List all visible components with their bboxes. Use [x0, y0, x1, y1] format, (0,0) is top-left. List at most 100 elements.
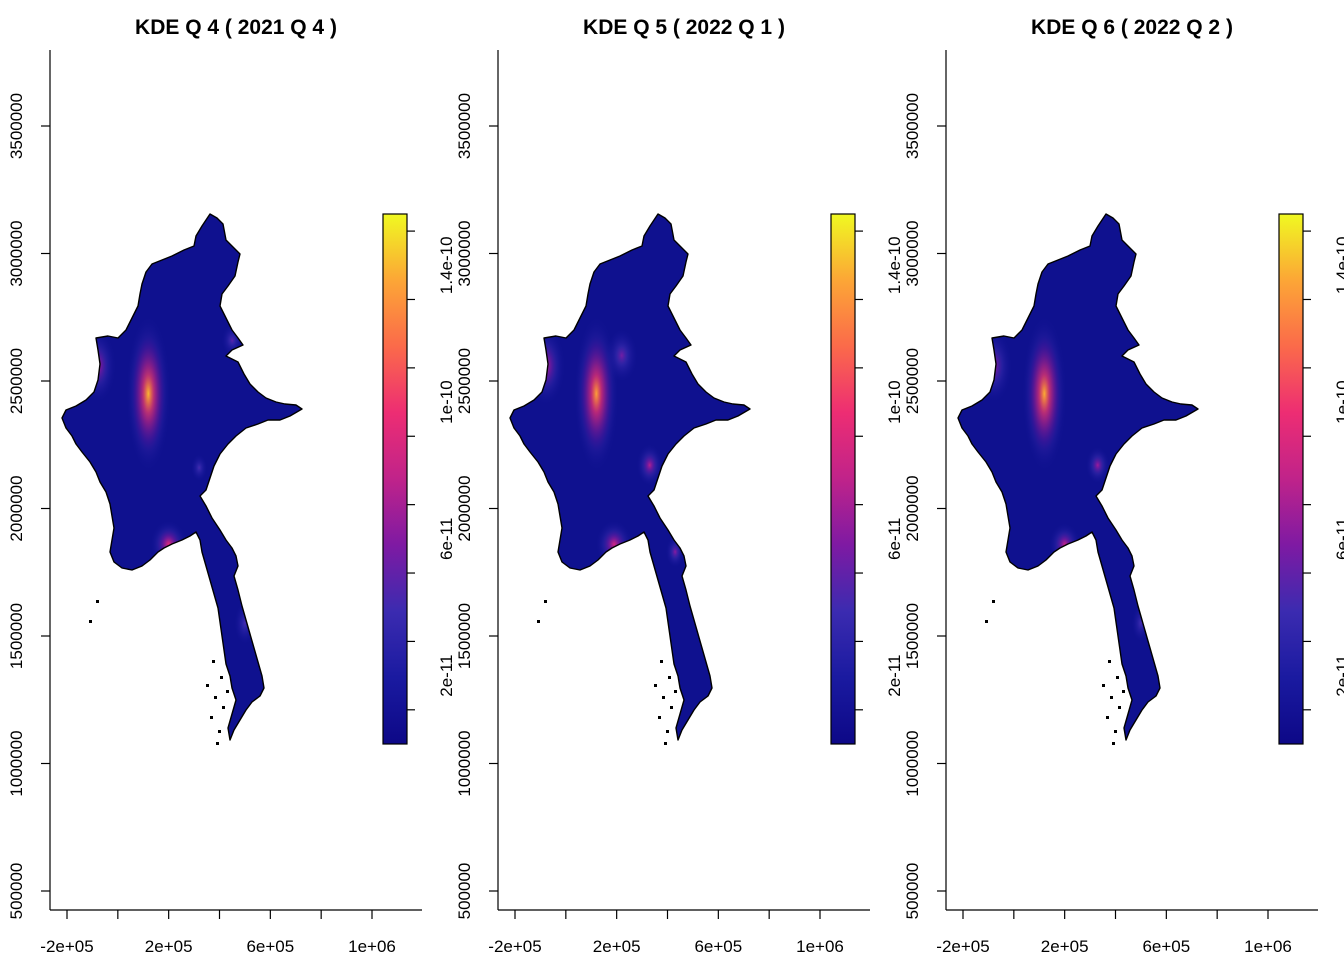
island-mark: [544, 600, 547, 603]
legend-color-bar: [1278, 213, 1304, 745]
y-tick-label: 1000000: [455, 730, 474, 796]
legend-color-bar: [830, 213, 856, 745]
island-mark: [662, 696, 665, 699]
density-hotspot-north-west: [79, 330, 116, 402]
island-mark: [666, 730, 669, 733]
island-mark: [220, 676, 223, 679]
density-hotspot-delta: [150, 521, 187, 568]
map-panel-2: KDE Q 5 ( 2022 Q 1 ) -2e+05 2e+05 6e+05 1e+0…: [455, 16, 904, 956]
y-tick-label: 1500000: [7, 603, 26, 669]
y-tick-label: 1000000: [7, 730, 26, 796]
island-mark: [96, 600, 99, 603]
y-tick-label: 2000000: [455, 475, 474, 541]
density-hotspot-mid: [1086, 447, 1110, 483]
y-tick-label: 500000: [903, 863, 922, 920]
legend-tick-label: 1e-10: [885, 380, 904, 423]
density-hotspot-north-west: [975, 330, 1012, 402]
island-mark: [218, 730, 221, 733]
island-mark: [660, 660, 663, 663]
island-mark: [670, 706, 673, 709]
island-mark: [216, 742, 219, 745]
map-panel-3: KDE Q 6 ( 2022 Q 2 ) -2e+05 2e+05 6e+05 1e+0…: [903, 16, 1344, 956]
y-tick-label: 2500000: [455, 348, 474, 414]
legend-tick-label: 1e-10: [1333, 380, 1344, 423]
y-tick-label: 1500000: [455, 603, 474, 669]
island-mark: [89, 620, 92, 623]
density-background: [62, 214, 302, 740]
density-background: [510, 214, 750, 740]
island-mark: [1122, 690, 1125, 693]
island-mark: [1112, 742, 1115, 745]
legend-color-bar: [382, 213, 408, 745]
x-tick-label: -2e+05: [936, 937, 989, 956]
legend-tick-label: 6e-11: [1333, 518, 1344, 560]
y-tick-label: 3000000: [455, 220, 474, 286]
kde-density-surface: [510, 214, 750, 740]
density-hotspot-mid: [191, 454, 207, 481]
island-mark: [210, 716, 213, 719]
density-hotspot-delta: [1049, 523, 1080, 565]
density-hotspot-mid: [637, 444, 663, 486]
island-mark: [658, 716, 661, 719]
island-mark: [654, 684, 657, 687]
island-mark: [1102, 684, 1105, 687]
panel-title: KDE Q 4 ( 2021 Q 4 ): [135, 16, 337, 39]
island-mark: [1108, 660, 1111, 663]
x-tick-label: -2e+05: [488, 937, 541, 956]
island-mark: [992, 600, 995, 603]
legend-tick-label: 6e-11: [437, 518, 456, 560]
y-tick-label: 500000: [7, 863, 26, 920]
density-hotspot-central: [1022, 317, 1066, 471]
legend-tick-label: 2e-11: [437, 655, 456, 697]
x-tick-label: 6e+05: [694, 937, 742, 956]
legend-tick-label: 6e-11: [885, 518, 904, 560]
y-tick-label: 500000: [455, 863, 474, 920]
density-hotspot-central: [574, 317, 618, 471]
island-mark: [1110, 696, 1113, 699]
y-tick-label: 3500000: [455, 93, 474, 159]
island-mark: [1106, 716, 1109, 719]
density-hotspot-delta: [596, 521, 632, 568]
island-mark: [537, 620, 540, 623]
y-tick-label: 3000000: [7, 220, 26, 286]
x-tick-label: 2e+05: [145, 937, 193, 956]
legend-tick-label: 1e-10: [437, 380, 456, 423]
density-hotspot-north-west: [526, 327, 565, 404]
map-panel-1: KDE Q 4 ( 2021 Q 4 ) -2e+05 2e+05 6e+05 1e+0…: [7, 16, 456, 956]
x-tick-label: 2e+05: [593, 937, 641, 956]
island-mark: [226, 690, 229, 693]
kde-density-surface: [958, 214, 1198, 740]
x-tick-label: 1e+06: [1244, 937, 1292, 956]
island-mark: [1116, 676, 1119, 679]
y-tick-label: 1000000: [903, 730, 922, 796]
country-outline: [957, 213, 1199, 741]
density-hotspot-central: [126, 317, 170, 471]
density-hotspot-south: [234, 602, 256, 644]
island-mark: [674, 690, 677, 693]
legend-tick-label: 1.4e-10: [437, 236, 456, 294]
y-tick-label: 2500000: [903, 348, 922, 414]
island-mark: [1114, 730, 1117, 733]
x-tick-label: -2e+05: [40, 937, 93, 956]
panel-title: KDE Q 5 ( 2022 Q 1 ): [583, 16, 785, 39]
island-mark: [206, 684, 209, 687]
density-background: [958, 214, 1198, 740]
y-tick-label: 2000000: [7, 475, 26, 541]
legend-tick-label: 1.4e-10: [885, 236, 904, 294]
island-mark: [214, 696, 217, 699]
y-tick-label: 2000000: [903, 475, 922, 541]
island-mark: [212, 660, 215, 663]
y-tick-label: 3500000: [903, 93, 922, 159]
x-tick-label: 6e+05: [1142, 937, 1190, 956]
x-tick-label: 6e+05: [246, 937, 294, 956]
x-tick-label: 2e+05: [1041, 937, 1089, 956]
island-mark: [668, 676, 671, 679]
island-mark: [1118, 706, 1121, 709]
panel-title: KDE Q 6 ( 2022 Q 2 ): [1031, 16, 1233, 39]
legend-tick-label: 2e-11: [885, 655, 904, 697]
y-tick-label: 1500000: [903, 603, 922, 669]
legend-tick-label: 2e-11: [1333, 655, 1344, 697]
y-tick-label: 3000000: [903, 220, 922, 286]
x-tick-label: 1e+06: [348, 937, 396, 956]
